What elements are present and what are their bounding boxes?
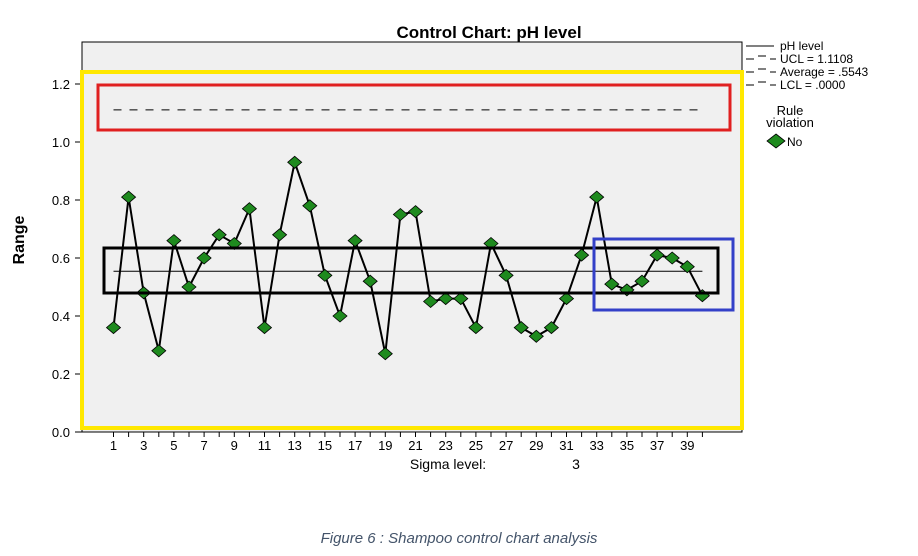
data-point-marker [392,207,409,222]
black-highlight-box [102,246,720,295]
x-tick-label: 27 [499,438,513,453]
data-point-marker [604,277,620,291]
data-point-marker [256,321,273,335]
legend-entry: pH level [780,39,823,53]
yellow-highlight-box [80,70,744,430]
rule-violation-marker-icon [766,133,786,149]
x-tick-label: 1 [110,438,117,453]
data-point-marker [558,292,575,306]
x-tick-label: 21 [408,438,422,453]
x-axis: 1 3 5 7 9 11 13 15 17 19 21 23 25 27 29 31 33 35 37 39 [82,431,742,453]
data-point-marker [151,344,167,358]
x-tick-label: 15 [318,438,332,453]
data-point-marker [377,347,393,361]
plot-area [81,41,743,433]
y-tick-label: 0.4 [52,309,70,324]
data-point-marker [211,228,227,242]
x-tick-label: 5 [170,438,177,453]
y-tick-label: 0.6 [52,251,70,266]
control-chart: Control Chart: pH level 0.0 0.2 0.4 0.6 0.8 1… [11,23,869,472]
data-point-marker [453,292,469,306]
x-tick-label: 29 [529,438,543,453]
data-point-marker [649,248,665,262]
data-point-marker [302,199,318,213]
x-tick-label: 13 [287,438,301,453]
data-point-marker [271,228,288,242]
x-tick-label: 35 [620,438,634,453]
rule-violation-item: No [787,135,803,149]
data-point-marker [438,292,454,306]
y-tick-label: 0.0 [52,425,70,440]
data-point-marker [634,274,650,288]
red-highlight-box [96,83,732,132]
data-point-marker [105,321,122,335]
data-point-marker [664,251,680,265]
rule-violation-title-line2: violation [766,115,814,130]
y-tick-label: 0.8 [52,193,70,208]
y-tick-label: 0.2 [52,367,70,382]
data-point-marker [573,248,590,262]
legend-entry: UCL = 1.1108 [780,52,853,66]
y-tick-label: 1.0 [52,135,70,150]
data-point-marker [513,321,529,335]
highlight-boxes [80,70,744,430]
legend-entry: LCL = .0000 [780,78,846,92]
rule-violation-title-line1: Rule [777,103,804,118]
sigma-label: Sigma level: [410,456,486,472]
data-point-marker [498,268,514,282]
data-point-marker [407,205,424,219]
sigma-value: 3 [572,456,580,472]
x-tick-label: 25 [469,438,483,453]
series-line-group [112,158,704,354]
data-point-marker [287,155,303,169]
x-tick-label: 3 [140,438,147,453]
x-tick-label: 17 [348,438,362,453]
series-line [112,158,704,354]
data-point-marker [679,260,695,274]
data-point-marker [196,251,212,265]
data-point-marker [120,190,137,204]
x-tick-label: 7 [200,438,207,453]
x-tick-label: 9 [231,438,238,453]
x-tick-label: 37 [650,438,664,453]
legend-entry: Average = .5543 [780,65,869,79]
x-tick-label: 11 [258,438,272,453]
data-point-marker [589,190,605,204]
x-tick-label: 39 [680,438,694,453]
data-point-marker [468,321,484,335]
x-tick-label: 23 [438,438,452,453]
data-point-marker [241,202,258,216]
x-tick-label: 33 [589,438,603,453]
x-tick-label: 19 [378,438,392,453]
x-tick-label: 31 [559,438,573,453]
control-limit-lines [113,109,703,272]
data-point-marker [543,321,560,335]
blue-highlight-box [592,237,735,312]
data-point-marker [422,294,439,309]
figure-caption: Figure 6 : Shampoo control chart analysi… [320,530,598,547]
chart-title: Control Chart: pH level [396,23,581,42]
data-point-marker [362,274,378,288]
data-point-marker [317,268,333,282]
y-axis: 0.0 0.2 0.4 0.6 0.8 1.0 1.2 [52,42,83,440]
y-axis-label: Range [11,215,28,264]
data-point-marker [332,309,348,323]
y-tick-label: 1.2 [52,77,70,92]
data-point-marker [528,329,544,343]
